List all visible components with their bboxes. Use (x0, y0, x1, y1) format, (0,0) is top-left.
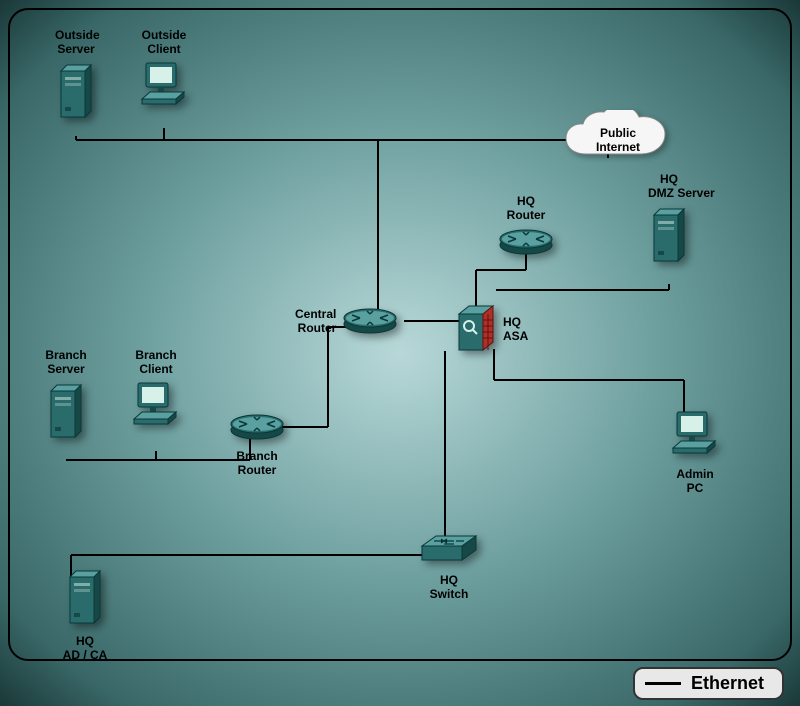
node-branch-client: Branch Client (132, 348, 180, 436)
label-central_router: Central Router (295, 307, 336, 336)
node-outside-client: Outside Client (140, 28, 188, 116)
label-hq_adca: HQ AD / CA (50, 634, 120, 663)
node-branch-server: Branch Server (45, 348, 87, 446)
label-branch_client: Branch Client (132, 348, 180, 377)
node-central-router: Central Router (295, 304, 398, 338)
label-hq_dmz_server: HQ DMZ Server (648, 172, 690, 201)
node-outside-server: Outside Server (55, 28, 97, 126)
node-hq-dmz-server: HQ DMZ Server (648, 172, 690, 270)
legend-text: Ethernet (691, 673, 764, 694)
label-branch_server: Branch Server (45, 348, 87, 377)
node-public-internet: Public Internet (558, 108, 678, 175)
node-hq-asa: HQ ASA (455, 302, 528, 356)
label-branch_router: Branch Router (222, 449, 292, 478)
node-hq-router: HQ Router (498, 194, 554, 262)
label-admin_pc: Admin PC (660, 467, 730, 496)
legend: Ethernet (633, 667, 784, 700)
label-hq_switch: HQ Switch (414, 573, 484, 602)
node-hq-adca: HQ AD / CA (50, 565, 120, 663)
node-branch-router: Branch Router (222, 410, 292, 478)
legend-line (645, 682, 681, 685)
label-public_internet: Public Internet (558, 126, 678, 155)
diagram-canvas: Outside Server Outside Client Public Int… (0, 0, 800, 706)
label-hq_router: HQ Router (498, 194, 554, 223)
label-hq_asa: HQ ASA (503, 315, 528, 344)
label-outside_server: Outside Server (55, 28, 97, 57)
label-outside_client: Outside Client (140, 28, 188, 57)
wires-layer (0, 0, 800, 706)
node-admin-pc: Admin PC (660, 408, 730, 496)
node-hq-switch: HQ Switch (414, 530, 484, 602)
